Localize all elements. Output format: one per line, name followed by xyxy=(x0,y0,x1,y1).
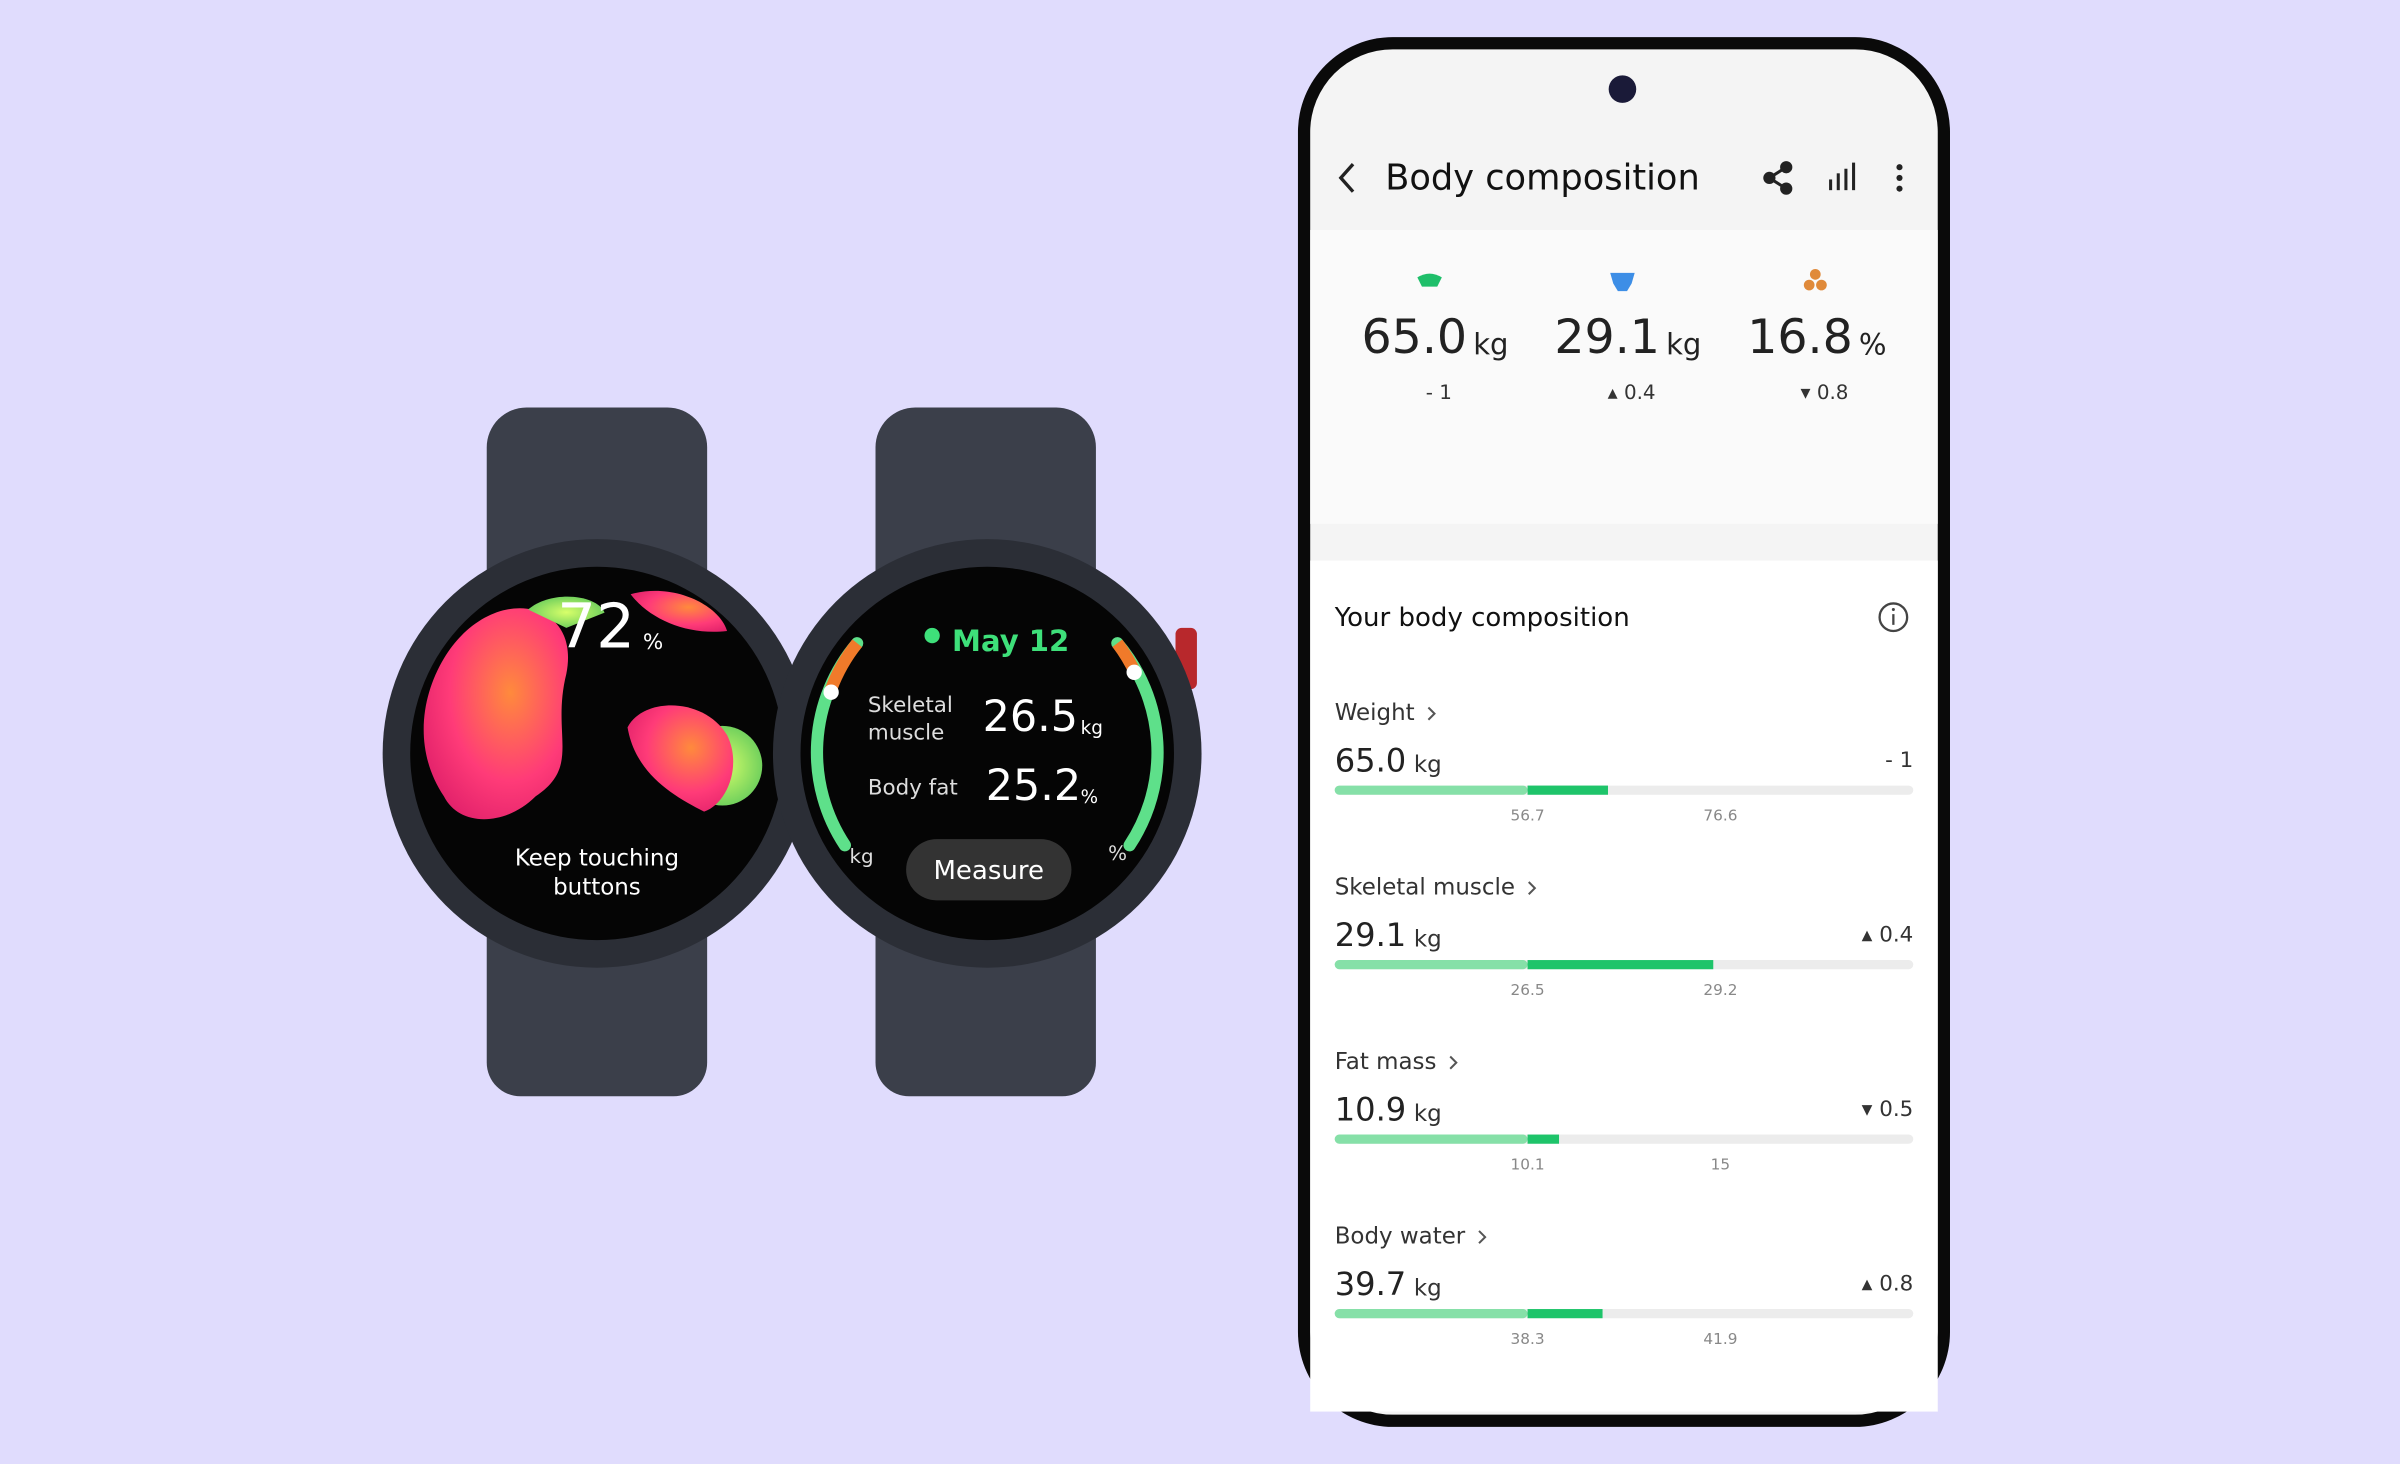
item-name[interactable]: Skeletal muscle xyxy=(1335,875,1515,901)
details-card xyxy=(1310,560,1938,1412)
value-bar xyxy=(1527,785,1608,795)
watch-right: May 12 Skeletal muscle 26.5 kg Body fat … xyxy=(772,407,1202,1097)
blob xyxy=(627,705,734,812)
weight-icon xyxy=(1417,273,1442,287)
summary-unit: kg xyxy=(1666,327,1701,361)
percent: 72 xyxy=(557,592,635,663)
fat-icon xyxy=(1803,268,1827,291)
value-bar xyxy=(1527,1134,1560,1144)
row-value: 26.5 xyxy=(983,692,1078,742)
range-low: 10.1 xyxy=(1511,1156,1545,1174)
item-delta: - 1 xyxy=(1885,748,1913,773)
measure-button[interactable] xyxy=(906,839,1072,901)
blob xyxy=(528,596,605,628)
item-name[interactable]: Weight xyxy=(1335,700,1415,726)
item-value: 10.9 xyxy=(1335,1091,1407,1129)
share-button[interactable] xyxy=(1763,161,1793,195)
trends-button[interactable] xyxy=(1829,162,1856,191)
summary-delta: ▾ 0.8 xyxy=(1801,381,1849,404)
date: May 12 xyxy=(952,624,1069,658)
range-high: 41.9 xyxy=(1703,1330,1737,1348)
summary-unit: kg xyxy=(1473,327,1508,361)
summary-delta: - 1 xyxy=(1426,381,1452,404)
item-chevron[interactable] xyxy=(1427,706,1436,721)
row-label: Body fat xyxy=(868,776,958,801)
info-button[interactable] xyxy=(1878,602,1909,633)
hint: Keep touching xyxy=(515,846,679,872)
blob xyxy=(630,590,728,632)
blob xyxy=(423,608,569,820)
muscle-icon xyxy=(1610,272,1635,292)
range-low: 56.7 xyxy=(1511,807,1545,825)
range-high: 15 xyxy=(1711,1156,1730,1174)
section-title: Your body composition xyxy=(1334,603,1630,633)
range-below xyxy=(1334,1134,1528,1144)
item-value: 29.1 xyxy=(1335,916,1407,954)
item-unit: kg xyxy=(1414,1276,1442,1302)
range-low: 38.3 xyxy=(1511,1330,1545,1348)
range-below xyxy=(1334,1309,1528,1319)
item-unit: kg xyxy=(1414,752,1442,778)
item-value: 39.7 xyxy=(1335,1265,1407,1303)
camera xyxy=(1608,75,1637,103)
more-button[interactable] xyxy=(1896,164,1903,192)
range-low: 26.5 xyxy=(1511,981,1545,999)
item-value: 65.0 xyxy=(1335,742,1407,780)
row-label: Skeletal xyxy=(868,693,953,718)
row-label: muscle xyxy=(868,721,944,746)
item-delta: ▴ 0.4 xyxy=(1862,923,1914,948)
item-chevron[interactable] xyxy=(1478,1230,1487,1244)
item-name[interactable]: Body water xyxy=(1335,1224,1466,1250)
header-title: Body composition xyxy=(1385,157,1700,198)
back-button[interactable] xyxy=(1338,163,1355,193)
item-name[interactable]: Fat mass xyxy=(1335,1049,1437,1075)
row-value: 25.2 xyxy=(986,761,1081,811)
arc-unit: kg xyxy=(849,845,873,868)
item-chevron[interactable] xyxy=(1528,881,1537,895)
range-below xyxy=(1334,960,1528,970)
hint: buttons xyxy=(553,875,641,901)
range-high: 76.6 xyxy=(1703,807,1737,825)
measure-label[interactable]: Measure xyxy=(933,856,1044,886)
range-high: 29.2 xyxy=(1703,981,1737,999)
phone: Body composition Your body composition xyxy=(1297,37,1950,1427)
profile-icon xyxy=(924,627,940,644)
summary-value: 65.0 xyxy=(1361,310,1467,365)
arc-marker xyxy=(823,684,839,700)
item-unit: kg xyxy=(1414,1101,1442,1127)
watch-left: 72 % Keep touching buttons xyxy=(382,407,812,1097)
range-below xyxy=(1334,785,1528,795)
arc-marker xyxy=(1126,664,1142,680)
item-chevron[interactable] xyxy=(1449,1055,1458,1070)
item-delta: ▴ 0.8 xyxy=(1862,1272,1914,1297)
summary-value: 29.1 xyxy=(1554,310,1660,365)
row-unit: % xyxy=(1081,787,1098,808)
summary-value: 16.8 xyxy=(1747,310,1853,365)
screen xyxy=(800,566,1174,941)
item-delta: ▾ 0.5 xyxy=(1862,1097,1914,1122)
summary-unit: % xyxy=(1859,327,1887,361)
item-unit: kg xyxy=(1414,927,1442,953)
summary-delta: ▴ 0.4 xyxy=(1608,381,1656,404)
row-unit: kg xyxy=(1081,718,1103,739)
percent-unit: % xyxy=(643,630,663,655)
value-bar xyxy=(1527,1309,1603,1319)
value-bar xyxy=(1527,960,1714,970)
arc-unit: % xyxy=(1108,842,1127,865)
